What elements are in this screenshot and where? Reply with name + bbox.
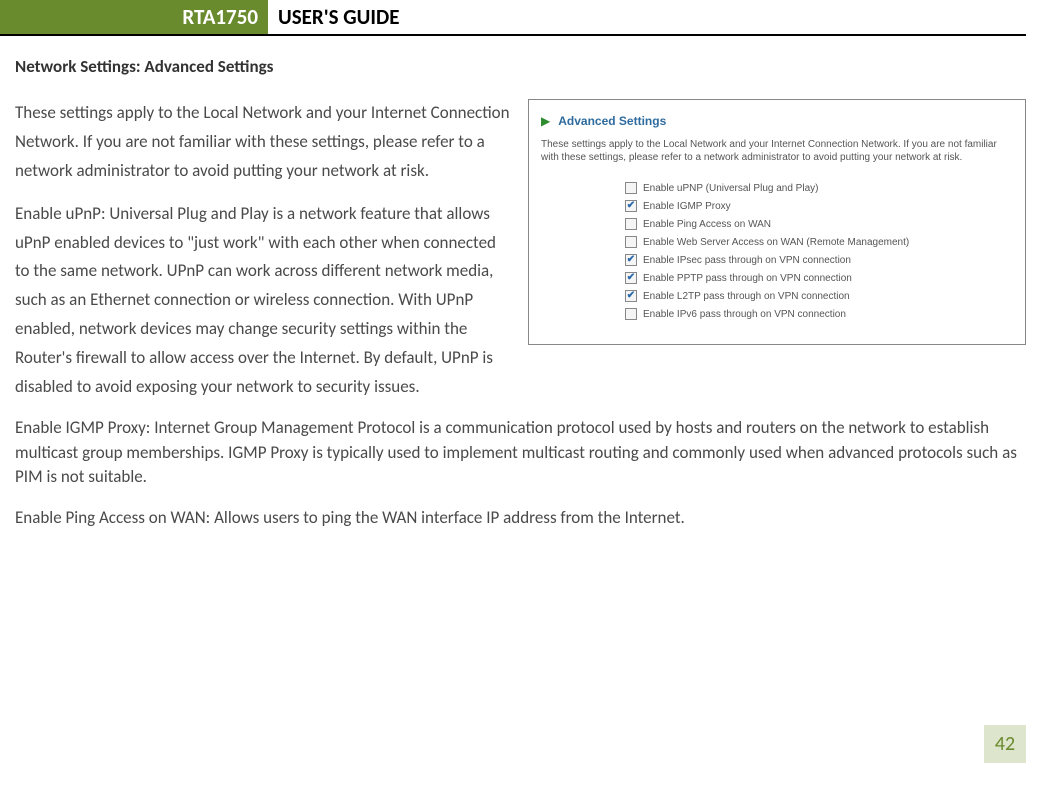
page-header: RTA1750 USER'S GUIDE <box>0 0 1026 36</box>
option-label: Enable IPv6 pass through on VPN connecti… <box>643 309 846 320</box>
option-pptp: ✔ Enable PPTP pass through on VPN connec… <box>625 272 1013 284</box>
option-label: Enable IGMP Proxy <box>643 201 731 212</box>
header-title: USER'S GUIDE <box>268 0 399 34</box>
page-number: 42 <box>984 725 1026 763</box>
option-ipsec: ✔ Enable IPsec pass through on VPN conne… <box>625 254 1013 266</box>
checkbox-icon[interactable]: ✔ <box>625 290 637 302</box>
checkbox-icon[interactable] <box>625 182 637 194</box>
paragraph-igmp: Enable IGMP Proxy: Internet Group Manage… <box>15 416 1026 490</box>
arrow-icon: ▶ <box>541 114 550 128</box>
option-ipv6: Enable IPv6 pass through on VPN connecti… <box>625 308 1013 320</box>
option-label: Enable L2TP pass through on VPN connecti… <box>643 291 850 302</box>
option-label: Enable PPTP pass through on VPN connecti… <box>643 273 852 284</box>
option-upnp: Enable uPNP (Universal Plug and Play) <box>625 182 1013 194</box>
paragraph-ping: Enable Ping Access on WAN: Allows users … <box>15 504 1026 533</box>
panel-description: These settings apply to the Local Networ… <box>541 138 1013 164</box>
checkbox-icon[interactable]: ✔ <box>625 200 637 212</box>
checkbox-icon[interactable] <box>625 218 637 230</box>
option-label: Enable IPsec pass through on VPN connect… <box>643 255 851 266</box>
panel-header: ▶ Advanced Settings <box>541 114 1013 128</box>
option-web-server-wan: Enable Web Server Access on WAN (Remote … <box>625 236 1013 248</box>
option-igmp: ✔ Enable IGMP Proxy <box>625 200 1013 212</box>
section-title: Network Settings: Advanced Settings <box>15 56 1026 77</box>
option-ping-wan: Enable Ping Access on WAN <box>625 218 1013 230</box>
checkbox-icon[interactable] <box>625 236 637 248</box>
header-model: RTA1750 <box>0 0 268 34</box>
page-content: Network Settings: Advanced Settings ▶ Ad… <box>0 36 1041 533</box>
option-label: Enable uPNP (Universal Plug and Play) <box>643 183 818 194</box>
option-label: Enable Ping Access on WAN <box>643 219 771 230</box>
checkbox-icon[interactable] <box>625 308 637 320</box>
checkbox-icon[interactable]: ✔ <box>625 254 637 266</box>
screenshot-panel: ▶ Advanced Settings These settings apply… <box>528 99 1026 345</box>
option-l2tp: ✔ Enable L2TP pass through on VPN connec… <box>625 290 1013 302</box>
option-label: Enable Web Server Access on WAN (Remote … <box>643 237 909 248</box>
checkbox-icon[interactable]: ✔ <box>625 272 637 284</box>
panel-options: Enable uPNP (Universal Plug and Play) ✔ … <box>541 182 1013 320</box>
panel-title: Advanced Settings <box>558 114 666 128</box>
